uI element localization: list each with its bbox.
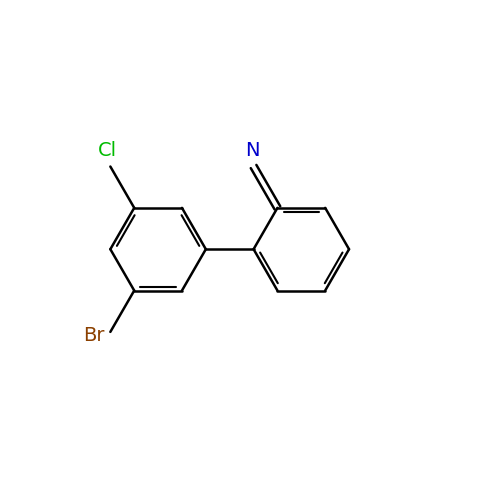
Text: Br: Br [83,326,104,345]
Text: N: N [245,141,259,160]
Text: Cl: Cl [98,141,117,160]
